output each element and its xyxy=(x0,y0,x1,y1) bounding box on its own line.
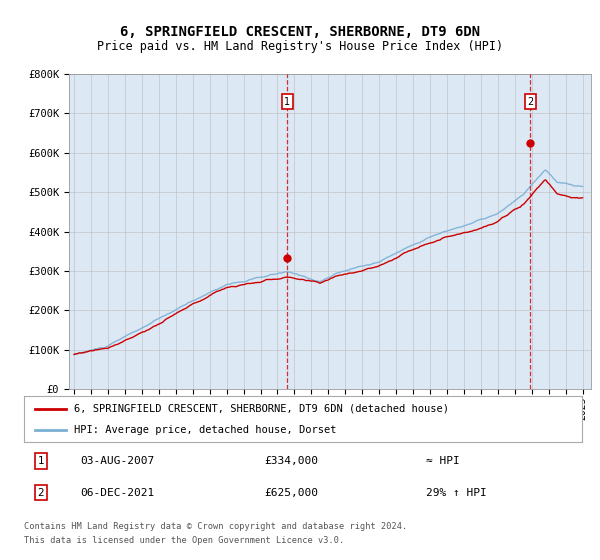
Text: 1: 1 xyxy=(284,96,290,106)
Text: 6, SPRINGFIELD CRESCENT, SHERBORNE, DT9 6DN: 6, SPRINGFIELD CRESCENT, SHERBORNE, DT9 … xyxy=(120,25,480,39)
Text: Price paid vs. HM Land Registry's House Price Index (HPI): Price paid vs. HM Land Registry's House … xyxy=(97,40,503,53)
Text: 6, SPRINGFIELD CRESCENT, SHERBORNE, DT9 6DN (detached house): 6, SPRINGFIELD CRESCENT, SHERBORNE, DT9 … xyxy=(74,404,449,414)
Text: 29% ↑ HPI: 29% ↑ HPI xyxy=(426,488,487,498)
Text: 06-DEC-2021: 06-DEC-2021 xyxy=(80,488,154,498)
Text: 2: 2 xyxy=(37,488,44,498)
Text: £334,000: £334,000 xyxy=(264,456,318,466)
Text: £625,000: £625,000 xyxy=(264,488,318,498)
Text: 2: 2 xyxy=(527,96,533,106)
Text: ≈ HPI: ≈ HPI xyxy=(426,456,460,466)
Text: 03-AUG-2007: 03-AUG-2007 xyxy=(80,456,154,466)
Text: HPI: Average price, detached house, Dorset: HPI: Average price, detached house, Dors… xyxy=(74,425,337,435)
Text: 1: 1 xyxy=(37,456,44,466)
Text: Contains HM Land Registry data © Crown copyright and database right 2024.: Contains HM Land Registry data © Crown c… xyxy=(24,522,407,531)
Text: This data is licensed under the Open Government Licence v3.0.: This data is licensed under the Open Gov… xyxy=(24,536,344,545)
